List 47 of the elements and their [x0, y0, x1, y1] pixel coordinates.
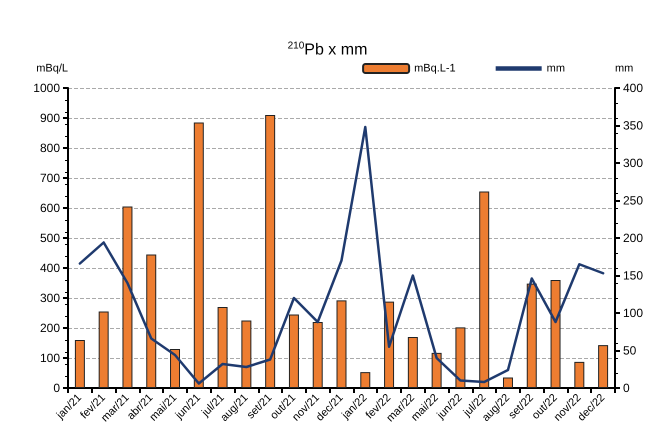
bar — [98, 312, 109, 388]
y-axis-title: mBq/L — [36, 62, 68, 74]
y2-tick-label: 150 — [623, 268, 644, 282]
bar — [122, 206, 132, 388]
bar — [550, 280, 561, 388]
bar — [574, 362, 584, 388]
bar — [360, 372, 370, 388]
y2-tick-label: 250 — [623, 194, 644, 208]
y2-tick-label: 50 — [623, 344, 637, 358]
y-tick-label: 600 — [40, 201, 60, 215]
y2-tick-label: 350 — [623, 118, 644, 132]
bar — [408, 337, 418, 388]
y-tick-label: 500 — [40, 231, 60, 245]
y-tick-label: 300 — [40, 291, 60, 305]
bar — [74, 340, 85, 388]
y-tick-label: 900 — [40, 111, 60, 125]
bar — [479, 192, 490, 388]
bar — [455, 327, 466, 388]
y2-axis-title: mm — [615, 62, 634, 74]
bar — [146, 254, 156, 388]
y2-tick-label: 0 — [623, 381, 630, 395]
y-tick-label: 400 — [40, 261, 60, 275]
bar — [265, 115, 276, 388]
bar — [312, 322, 323, 388]
legend-label: mBq.L-1 — [414, 62, 456, 74]
bar — [432, 352, 442, 388]
y2-tick-label: 400 — [623, 81, 644, 95]
bar — [598, 345, 608, 388]
y2-tick-label: 200 — [623, 231, 644, 245]
y-tick-label: 1000 — [33, 81, 60, 95]
bar — [336, 300, 346, 388]
y2-tick-label: 100 — [623, 306, 644, 320]
y-tick-label: 0 — [53, 381, 60, 395]
bar — [241, 320, 252, 388]
bar — [526, 284, 537, 388]
bar — [502, 378, 513, 388]
bar — [288, 314, 299, 388]
line-series — [78, 126, 604, 385]
y-tick-label: 700 — [40, 171, 60, 185]
bar — [170, 349, 180, 388]
y2-tick-label: 300 — [623, 156, 644, 170]
bar — [194, 122, 204, 388]
y-tick-label: 800 — [40, 141, 60, 155]
legend-label: mm — [546, 62, 565, 74]
y-tick-label: 100 — [40, 351, 60, 365]
bar — [218, 307, 228, 388]
y-tick-label: 200 — [40, 321, 60, 335]
